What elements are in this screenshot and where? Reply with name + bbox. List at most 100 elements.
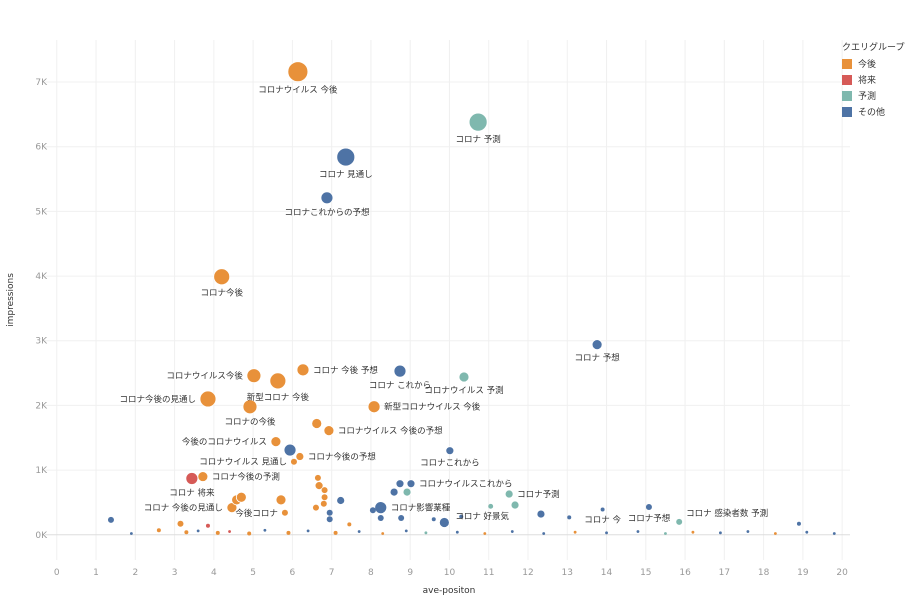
data-point[interactable] xyxy=(314,481,324,491)
data-point[interactable] xyxy=(605,531,608,535)
data-point[interactable] xyxy=(377,514,384,521)
data-point[interactable] xyxy=(483,532,487,535)
data-point[interactable] xyxy=(805,530,809,534)
x-tick-label: 7 xyxy=(329,568,335,578)
data-point[interactable] xyxy=(510,500,520,510)
data-point[interactable] xyxy=(398,514,405,521)
data-point[interactable] xyxy=(326,509,333,516)
legend-label: 将来 xyxy=(858,76,877,86)
data-point[interactable] xyxy=(290,458,297,465)
data-point[interactable] xyxy=(357,530,361,533)
data-point[interactable] xyxy=(676,518,683,525)
data-point[interactable] xyxy=(205,523,210,528)
data-point[interactable] xyxy=(296,363,310,377)
data-point[interactable] xyxy=(573,530,577,534)
data-point[interactable] xyxy=(374,501,388,515)
data-point[interactable] xyxy=(312,504,319,511)
y-tick-label: 3K xyxy=(35,337,48,347)
legend-item[interactable]: 予測 xyxy=(842,89,904,102)
legend-item[interactable]: 将来 xyxy=(842,73,904,86)
data-point[interactable] xyxy=(438,517,450,528)
data-point[interactable] xyxy=(287,61,309,83)
data-point[interactable] xyxy=(458,371,470,383)
data-point[interactable] xyxy=(286,530,291,535)
legend-swatch xyxy=(842,90,852,101)
data-point[interactable] xyxy=(197,471,209,482)
data-point[interactable] xyxy=(184,530,189,535)
data-point[interactable] xyxy=(263,528,267,532)
data-point[interactable] xyxy=(796,521,801,526)
data-point[interactable] xyxy=(591,339,603,351)
data-point[interactable] xyxy=(306,529,310,533)
data-point[interactable] xyxy=(468,112,488,132)
data-point[interactable] xyxy=(107,516,114,523)
data-point[interactable] xyxy=(199,390,217,408)
data-point[interactable] xyxy=(431,517,436,522)
data-point[interactable] xyxy=(406,479,416,489)
point-label: コロナの今後 xyxy=(224,417,276,428)
data-point[interactable] xyxy=(333,530,338,535)
data-point[interactable] xyxy=(504,489,514,499)
data-point[interactable] xyxy=(228,530,231,533)
data-point[interactable] xyxy=(275,494,287,506)
data-point[interactable] xyxy=(395,479,405,489)
legend-item[interactable]: その他 xyxy=(842,105,904,118)
data-point[interactable] xyxy=(393,364,407,378)
data-point[interactable] xyxy=(247,531,252,536)
data-point[interactable] xyxy=(336,147,356,167)
data-point[interactable] xyxy=(424,531,428,535)
data-point[interactable] xyxy=(283,443,297,457)
data-point[interactable] xyxy=(459,514,464,519)
data-point[interactable] xyxy=(746,530,750,533)
data-point[interactable] xyxy=(215,530,220,535)
data-point[interactable] xyxy=(719,531,722,535)
data-point[interactable] xyxy=(542,532,546,535)
data-point[interactable] xyxy=(235,491,247,503)
data-point[interactable] xyxy=(226,502,238,514)
data-point[interactable] xyxy=(691,530,695,534)
data-point[interactable] xyxy=(314,474,321,481)
data-point[interactable] xyxy=(832,532,836,535)
legend-item[interactable]: 今後 xyxy=(842,57,904,70)
data-point[interactable] xyxy=(381,532,385,535)
data-point[interactable] xyxy=(281,509,288,516)
data-point[interactable] xyxy=(445,446,455,456)
data-point[interactable] xyxy=(488,503,494,509)
data-point[interactable] xyxy=(270,436,282,448)
data-point[interactable] xyxy=(336,496,346,505)
data-point[interactable] xyxy=(320,191,334,205)
data-point[interactable] xyxy=(600,507,605,512)
data-point[interactable] xyxy=(246,368,262,384)
data-point[interactable] xyxy=(213,268,231,286)
data-point[interactable] xyxy=(129,532,133,535)
data-point[interactable] xyxy=(347,522,352,527)
data-point[interactable] xyxy=(321,487,328,494)
data-point[interactable] xyxy=(389,487,399,497)
data-point[interactable] xyxy=(536,509,546,519)
data-point[interactable] xyxy=(402,487,412,497)
data-point[interactable] xyxy=(326,516,333,523)
legend-swatch xyxy=(842,106,852,117)
data-point[interactable] xyxy=(369,507,376,514)
data-point[interactable] xyxy=(311,418,323,429)
data-point[interactable] xyxy=(196,529,200,533)
data-point[interactable] xyxy=(510,530,514,533)
data-point[interactable] xyxy=(323,425,335,437)
data-point[interactable] xyxy=(156,528,161,533)
data-point[interactable] xyxy=(636,530,640,533)
data-point[interactable] xyxy=(185,472,199,485)
data-point[interactable] xyxy=(455,530,459,534)
legend: クエリグループ 今後 将来 予測 その他 xyxy=(842,40,904,121)
data-point[interactable] xyxy=(320,500,327,507)
data-point[interactable] xyxy=(295,452,305,461)
data-point[interactable] xyxy=(567,515,572,520)
data-point[interactable] xyxy=(177,520,184,527)
data-point[interactable] xyxy=(773,532,777,535)
data-point[interactable] xyxy=(269,372,287,390)
data-point[interactable] xyxy=(242,399,258,415)
data-point[interactable] xyxy=(367,400,381,414)
data-point[interactable] xyxy=(321,494,328,501)
data-point[interactable] xyxy=(664,532,667,535)
data-point[interactable] xyxy=(645,503,652,510)
data-point[interactable] xyxy=(404,529,408,533)
